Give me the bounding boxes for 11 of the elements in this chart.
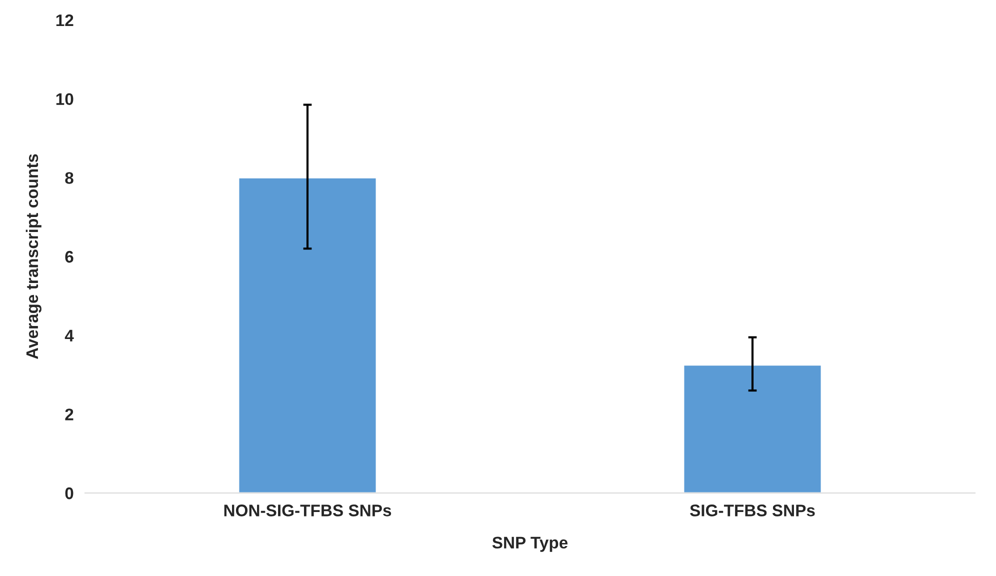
y-tick-label: 0 — [65, 487, 74, 500]
y-tick-label: 4 — [64, 330, 74, 342]
x-tick-label: NON-SIG-TFBS SNPs — [224, 504, 392, 516]
x-axis-title: SNP Type — [492, 536, 568, 552]
y-tick-label: 8 — [65, 172, 74, 184]
y-tick-label: 2 — [65, 408, 74, 420]
x-tick-label: SIG-TFBS SNPs — [690, 504, 815, 516]
y-tick-label: 6 — [65, 250, 74, 263]
y-tick-label: 12 — [56, 14, 74, 26]
y-tick-label: 10 — [56, 93, 74, 106]
y-axis-title: Average transcript counts — [26, 154, 42, 360]
